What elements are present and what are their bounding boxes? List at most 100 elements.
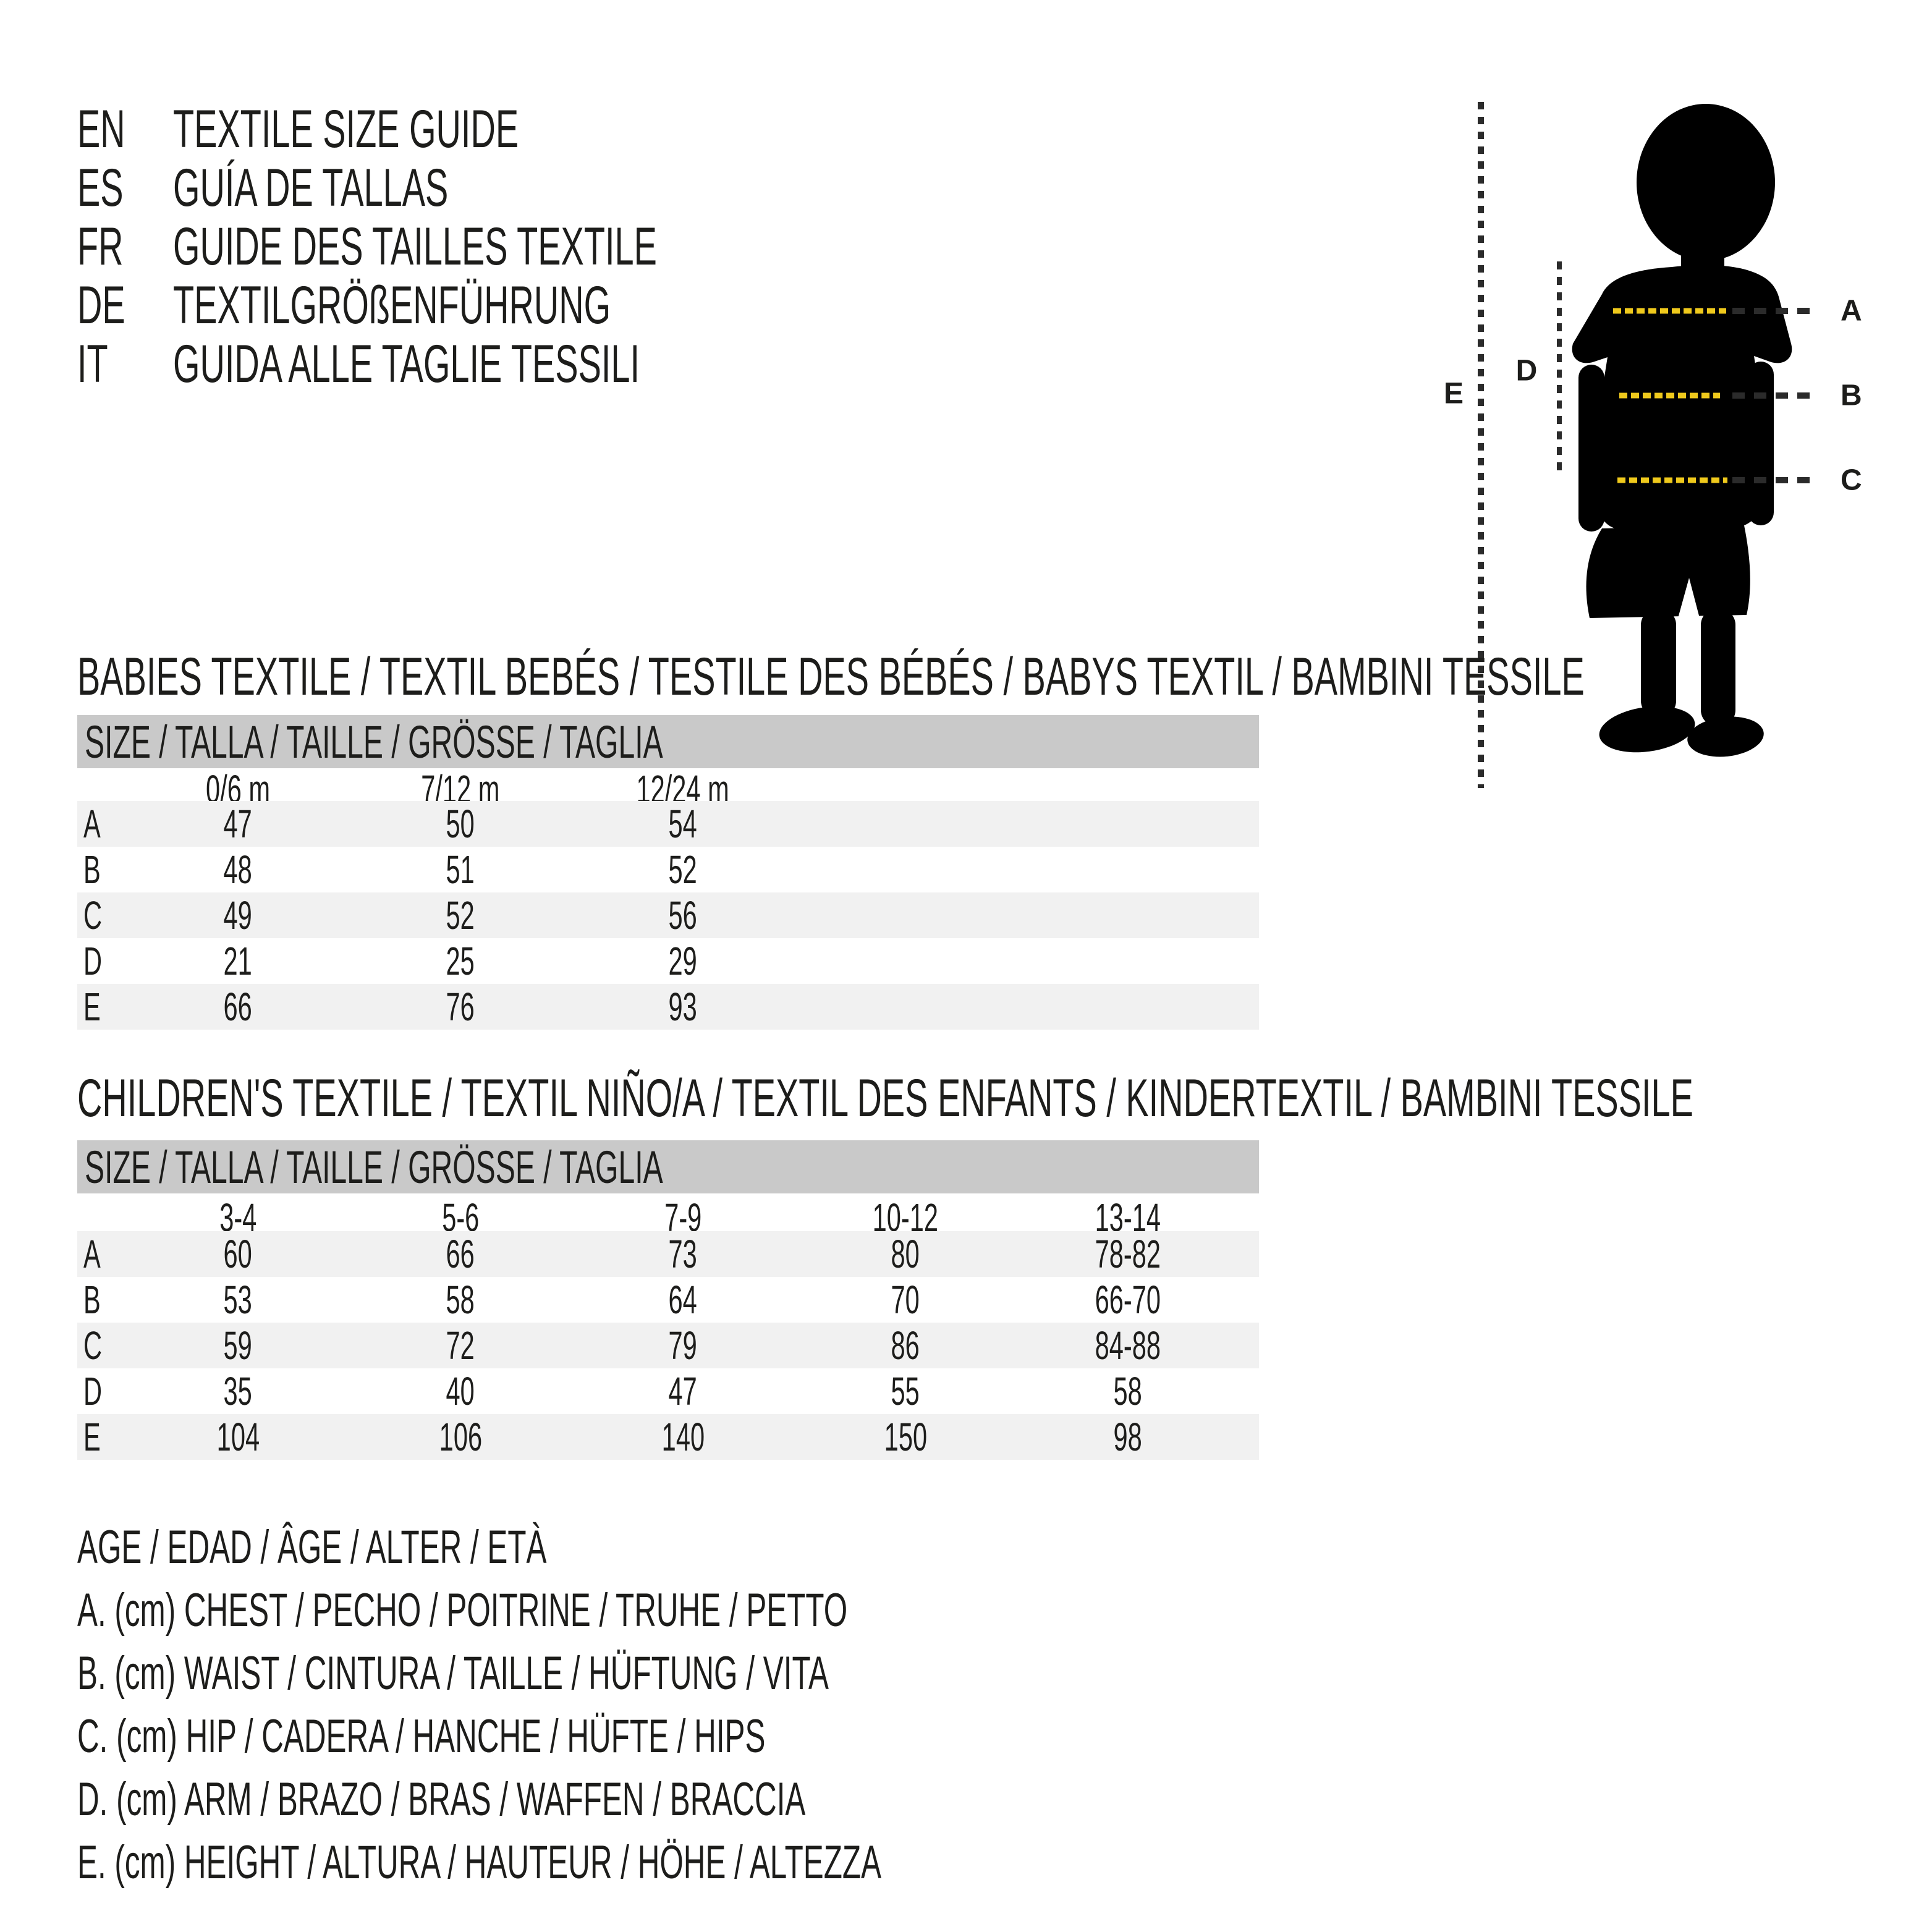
table-cell: 55 xyxy=(794,1368,1017,1414)
table-cell-text: 49 xyxy=(223,893,253,938)
language-code: ES xyxy=(77,158,173,219)
table-cell: 70 xyxy=(794,1277,1017,1323)
language-title: GUIDA ALLE TAGLIE TESSILI xyxy=(173,334,917,395)
language-row: EN TEXTILE SIZE GUIDE xyxy=(77,99,917,160)
table-cell-text: 40 xyxy=(446,1369,475,1413)
children-title-text: CHILDREN'S TEXTILE / TEXTIL NIÑO/A / TEX… xyxy=(77,1069,1693,1128)
table-cell-text: 104 xyxy=(216,1415,260,1459)
table-cell: 56 xyxy=(572,892,794,938)
table-cell: 140 xyxy=(572,1414,794,1460)
measure-label-c: C xyxy=(1841,464,1862,497)
table-cell-text: 47 xyxy=(668,1369,698,1413)
table-cell: 35 xyxy=(127,1368,349,1414)
language-code: DE xyxy=(77,275,173,336)
table-cell: 106 xyxy=(349,1414,572,1460)
language-code-text: ES xyxy=(77,158,124,218)
row-label: D xyxy=(77,938,127,984)
table-cell: 21 xyxy=(127,938,349,984)
table-cell-text: 52 xyxy=(446,893,475,938)
children-column-headers: 3-4 5-6 7-9 10-12 13-14 xyxy=(77,1195,1259,1240)
table-cell: 47 xyxy=(572,1368,794,1414)
table-cell-text: 48 xyxy=(223,847,253,892)
row-label: B xyxy=(77,847,127,892)
table-cell-text: 66 xyxy=(223,985,253,1029)
measure-label-e: E xyxy=(1444,378,1464,410)
language-code: EN xyxy=(77,99,173,160)
row-label: E xyxy=(77,1414,127,1460)
table-cell: 150 xyxy=(794,1414,1017,1460)
measure-label-d: D xyxy=(1516,355,1538,388)
table-cell-text: 55 xyxy=(891,1369,920,1413)
table-cell: 60 xyxy=(127,1231,349,1277)
babies-title-text: BABIES TEXTILE / TEXTIL BEBÉS / TESTILE … xyxy=(77,647,1585,706)
table-cell-text: 64 xyxy=(668,1277,698,1322)
figure-svg: A B C D E xyxy=(1444,102,1862,788)
measure-label-a: A xyxy=(1841,295,1862,328)
table-cell-text: 84-88 xyxy=(1095,1323,1161,1368)
legend-line: AGE / EDAD / ÂGE / ALTER / ETÀ xyxy=(77,1515,1315,1578)
table-cell: 93 xyxy=(572,984,794,1030)
legend-line-text: AGE / EDAD / ÂGE / ALTER / ETÀ xyxy=(77,1520,547,1574)
table-cell: 47 xyxy=(127,801,349,847)
table-cell-text: 80 xyxy=(891,1232,920,1276)
table-cell: 80 xyxy=(794,1231,1017,1277)
babies-section-title: BABIES TEXTILE / TEXTIL BEBÉS / TESTILE … xyxy=(77,647,1932,706)
silhouette-shorts xyxy=(1586,525,1750,618)
table-cell-text: 76 xyxy=(446,985,475,1029)
table-row: C 59 72 79 86 84-88 xyxy=(77,1323,1259,1368)
language-code-text: DE xyxy=(77,276,125,335)
table-cell-text: 21 xyxy=(223,939,253,983)
language-title: GUIDE DES TAILLES TEXTILE xyxy=(173,216,917,278)
table-cell: 72 xyxy=(349,1323,572,1368)
language-row: FR GUIDE DES TAILLES TEXTILE xyxy=(77,216,917,278)
silhouette-head xyxy=(1637,104,1775,261)
legend-line-text: D. (cm) ARM / BRAZO / BRAS / WAFFEN / BR… xyxy=(77,1773,806,1826)
language-code: IT xyxy=(77,334,173,395)
table-cell-text: 58 xyxy=(1113,1369,1143,1413)
table-cell-text: 72 xyxy=(446,1323,475,1368)
language-title: GUÍA DE TALLAS xyxy=(173,158,917,219)
table-cell-text: 66 xyxy=(446,1232,475,1276)
table-row: E 66 76 93 xyxy=(77,984,1259,1030)
table-cell-text: 52 xyxy=(668,847,698,892)
row-label: B xyxy=(77,1277,127,1323)
row-label-text: A xyxy=(83,802,101,846)
babies-table: A 47 50 54 B 48 51 52 C 49 52 56 D 21 25 29 E 66 76 93 xyxy=(77,801,1259,1030)
table-cell-text: 150 xyxy=(884,1415,927,1459)
child-silhouette xyxy=(1572,104,1792,757)
table-cell-text: 56 xyxy=(668,893,698,938)
table-cell-text: 35 xyxy=(223,1369,253,1413)
language-code-text: IT xyxy=(77,334,108,394)
table-cell: 64 xyxy=(572,1277,794,1323)
legend-line-text: B. (cm) WAIST / CINTURA / TAILLE / HÜFTU… xyxy=(77,1646,829,1700)
row-label-text: B xyxy=(83,847,101,892)
silhouette-left-shoe xyxy=(1599,706,1695,753)
children-size-header-bar: SIZE / TALLA / TAILLE / GRÖSSE / TAGLIA xyxy=(77,1140,1259,1193)
table-cell: 48 xyxy=(127,847,349,892)
table-cell: 58 xyxy=(1017,1368,1239,1414)
table-cell: 49 xyxy=(127,892,349,938)
table-row: C 49 52 56 xyxy=(77,892,1259,938)
table-cell: 54 xyxy=(572,801,794,847)
legend-line: A. (cm) CHEST / PECHO / POITRINE / TRUHE… xyxy=(77,1578,1315,1642)
language-row: ES GUÍA DE TALLAS xyxy=(77,158,917,219)
table-cell-text: 86 xyxy=(891,1323,920,1368)
row-label-text: C xyxy=(83,893,103,938)
table-cell: 86 xyxy=(794,1323,1017,1368)
table-row: A 60 66 73 80 78-82 xyxy=(77,1231,1259,1277)
language-code-text: FR xyxy=(77,217,124,276)
table-cell: 78-82 xyxy=(1017,1231,1239,1277)
table-row: B 48 51 52 xyxy=(77,847,1259,892)
language-title-text: GUIDE DES TAILLES TEXTILE xyxy=(173,217,657,276)
silhouette-right-shoe xyxy=(1687,716,1764,757)
table-row: A 47 50 54 xyxy=(77,801,1259,847)
legend-line-text: C. (cm) HIP / CADERA / HANCHE / HÜFTE / … xyxy=(77,1710,766,1763)
table-row: E 104 106 140 150 98 xyxy=(77,1414,1259,1460)
silhouette-left-arm xyxy=(1578,365,1604,532)
table-cell: 84-88 xyxy=(1017,1323,1239,1368)
row-label-text: E xyxy=(83,985,101,1029)
language-title: TEXTILGRÖßENFÜHRUNG xyxy=(173,275,917,336)
table-cell-text: 29 xyxy=(668,939,698,983)
table-cell-text: 70 xyxy=(891,1277,920,1322)
